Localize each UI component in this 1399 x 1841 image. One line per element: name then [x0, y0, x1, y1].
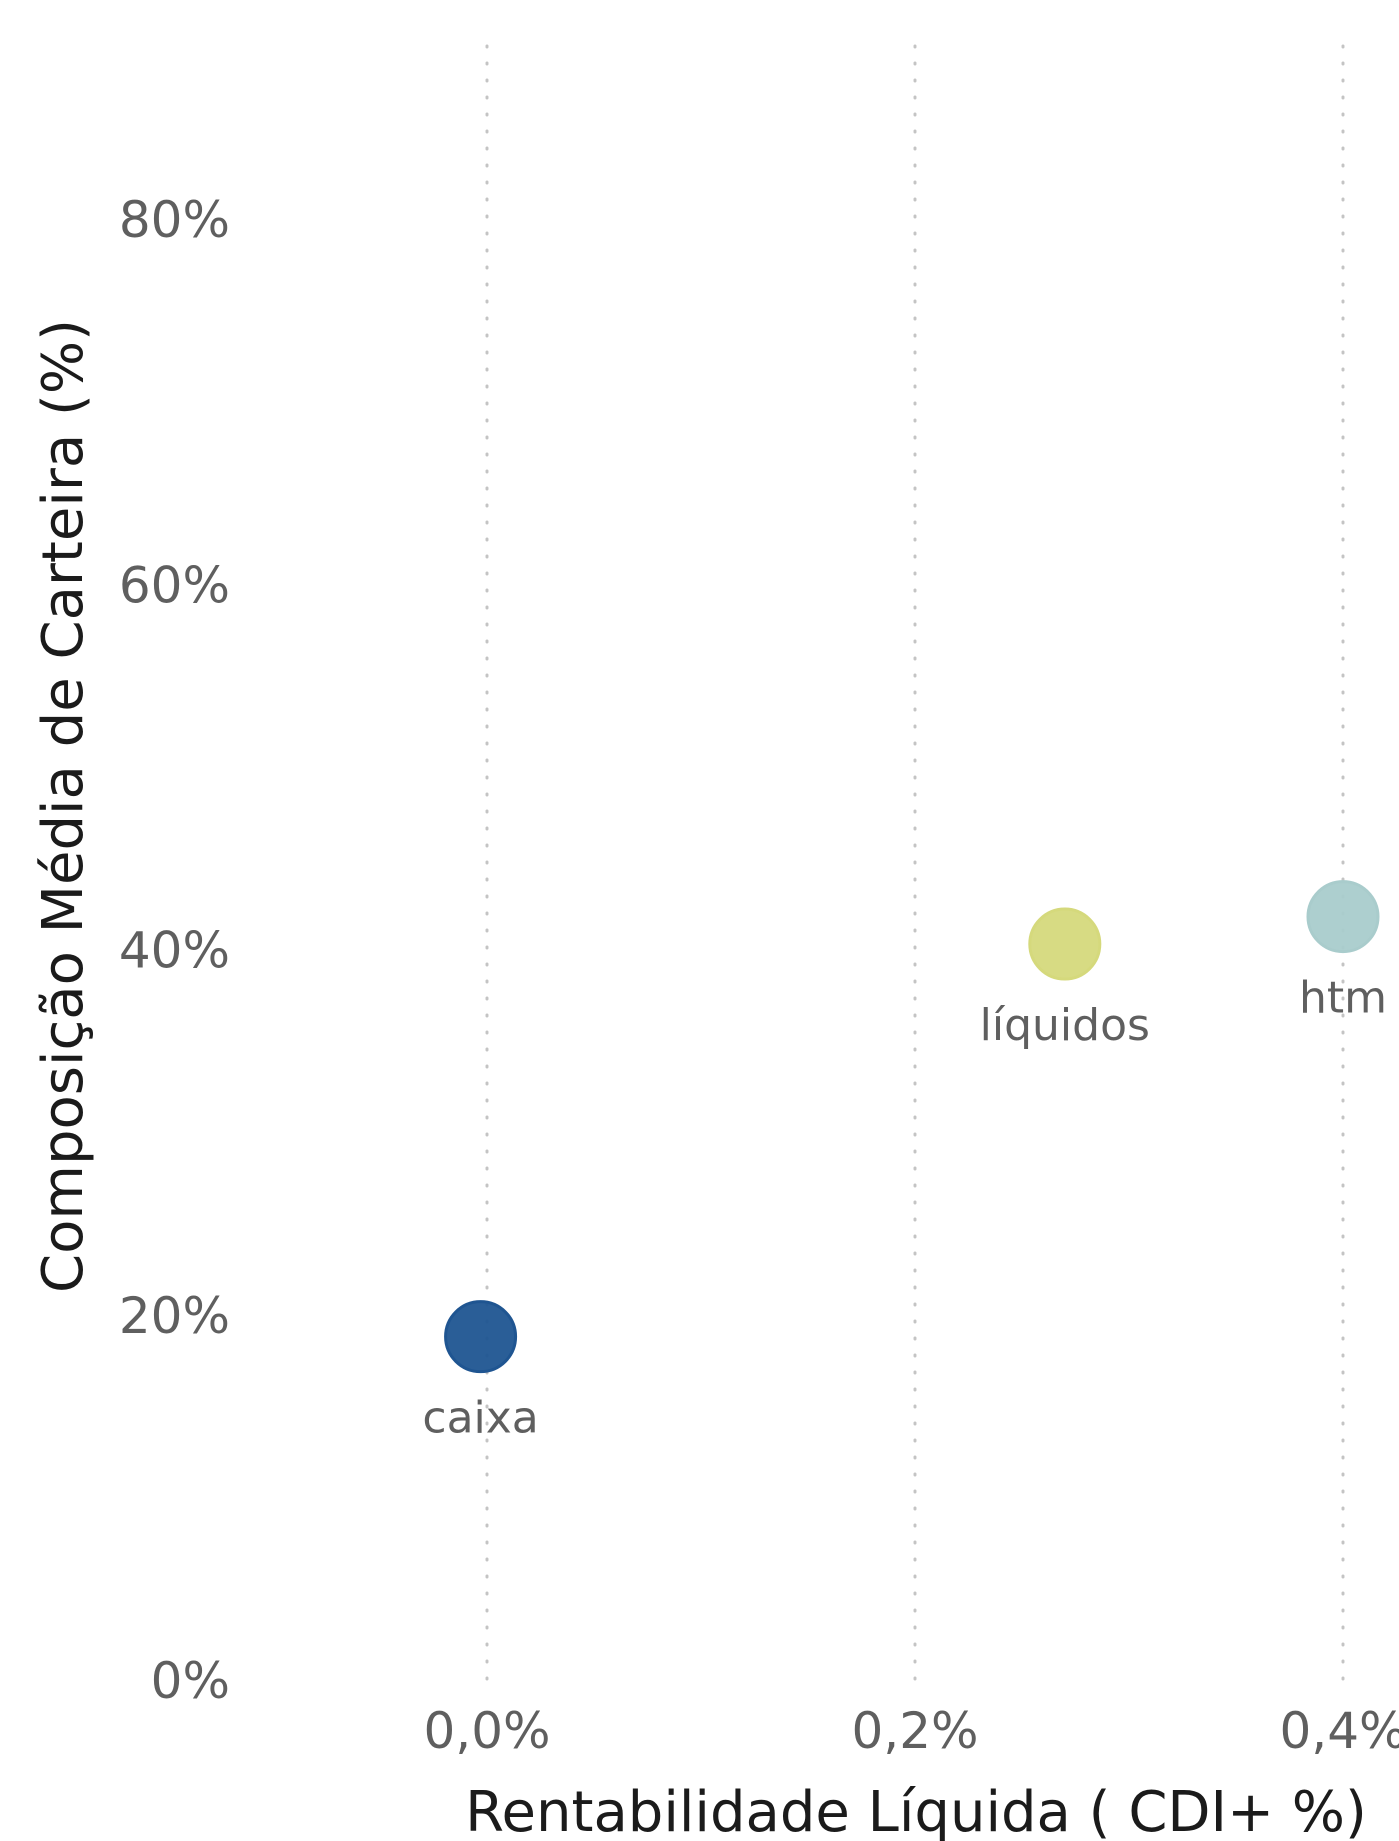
data-points [444, 880, 1380, 1374]
y-tick-label-4: 80% [119, 191, 230, 249]
data-point-2 [1306, 880, 1380, 954]
data-point-1 [1028, 907, 1102, 981]
y-axis-tick-labels: 0% 20% 40% 60% 80% [119, 191, 230, 1710]
x-axis-title: Rentabilidade Líquida ( CDI+ %) [465, 1780, 1367, 1841]
x-tick-label-2: 0,4% [1279, 1702, 1399, 1760]
data-point-labels: caixa líquidos htm [422, 973, 1387, 1444]
y-tick-label-3: 60% [119, 556, 230, 614]
x-tick-label-0: 0,0% [423, 1702, 550, 1760]
y-tick-label-1: 20% [119, 1287, 230, 1345]
data-point-label-2: htm [1299, 973, 1387, 1024]
y-tick-label-2: 40% [119, 922, 230, 980]
data-point-label-0: caixa [422, 1393, 538, 1444]
y-tick-label-0: 0% [151, 1652, 230, 1710]
data-point-0 [444, 1300, 518, 1374]
data-point-label-1: líquidos [980, 1000, 1150, 1051]
y-axis-title: Composição Média de Carteira (%) [31, 319, 96, 1293]
x-axis-tick-labels: 0,0% 0,2% 0,4% [423, 1702, 1399, 1760]
gridlines [485, 44, 1345, 1692]
x-tick-label-1: 0,2% [851, 1702, 978, 1760]
